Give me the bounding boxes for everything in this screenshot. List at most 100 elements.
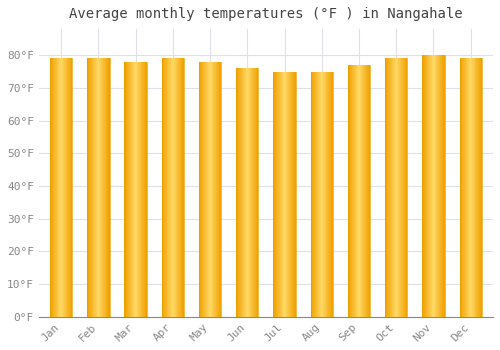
Bar: [434, 55, 435, 317]
Bar: [165, 58, 166, 317]
Bar: [99, 58, 100, 317]
Bar: [101, 58, 102, 317]
Bar: [87, 58, 88, 317]
Bar: [406, 58, 407, 317]
Bar: [208, 62, 209, 317]
Bar: [326, 71, 327, 317]
Bar: [57, 58, 58, 317]
Bar: [466, 58, 467, 317]
Bar: [431, 55, 432, 317]
Bar: [361, 65, 362, 317]
Bar: [95, 58, 96, 317]
Bar: [425, 55, 426, 317]
Bar: [363, 65, 364, 317]
Bar: [327, 71, 328, 317]
Bar: [127, 62, 128, 317]
Bar: [130, 62, 131, 317]
Bar: [59, 58, 60, 317]
Bar: [280, 71, 281, 317]
Bar: [100, 58, 101, 317]
Bar: [328, 71, 329, 317]
Bar: [472, 58, 473, 317]
Bar: [103, 58, 104, 317]
Bar: [399, 58, 400, 317]
Bar: [252, 68, 253, 317]
Bar: [54, 58, 55, 317]
Bar: [143, 62, 144, 317]
Bar: [134, 62, 135, 317]
Bar: [354, 65, 355, 317]
Bar: [288, 71, 289, 317]
Bar: [428, 55, 429, 317]
Bar: [405, 58, 406, 317]
Bar: [176, 58, 177, 317]
Bar: [275, 71, 276, 317]
Bar: [56, 58, 57, 317]
Bar: [146, 62, 147, 317]
Bar: [174, 58, 175, 317]
Bar: [55, 58, 56, 317]
Bar: [238, 68, 239, 317]
Bar: [106, 58, 107, 317]
Bar: [424, 55, 425, 317]
Bar: [479, 58, 480, 317]
Bar: [278, 71, 279, 317]
Bar: [355, 65, 356, 317]
Bar: [385, 58, 386, 317]
Bar: [93, 58, 94, 317]
Bar: [163, 58, 164, 317]
Bar: [239, 68, 240, 317]
Bar: [168, 58, 169, 317]
Bar: [131, 62, 132, 317]
Bar: [440, 55, 442, 317]
Bar: [202, 62, 203, 317]
Bar: [172, 58, 173, 317]
Bar: [255, 68, 256, 317]
Bar: [291, 71, 292, 317]
Bar: [206, 62, 208, 317]
Bar: [90, 58, 91, 317]
Bar: [250, 68, 251, 317]
Bar: [349, 65, 350, 317]
Bar: [473, 58, 474, 317]
Bar: [162, 58, 163, 317]
Bar: [400, 58, 402, 317]
Bar: [199, 62, 200, 317]
Bar: [397, 58, 398, 317]
Bar: [166, 58, 168, 317]
Bar: [201, 62, 202, 317]
Bar: [136, 62, 138, 317]
Bar: [316, 71, 317, 317]
Bar: [68, 58, 69, 317]
Bar: [128, 62, 129, 317]
Bar: [393, 58, 394, 317]
Bar: [211, 62, 212, 317]
Bar: [369, 65, 370, 317]
Bar: [94, 58, 95, 317]
Bar: [290, 71, 291, 317]
Bar: [91, 58, 92, 317]
Bar: [175, 58, 176, 317]
Bar: [478, 58, 479, 317]
Bar: [469, 58, 470, 317]
Bar: [140, 62, 141, 317]
Bar: [364, 65, 365, 317]
Bar: [394, 58, 395, 317]
Bar: [276, 71, 278, 317]
Bar: [474, 58, 475, 317]
Bar: [362, 65, 363, 317]
Bar: [104, 58, 105, 317]
Bar: [462, 58, 463, 317]
Bar: [181, 58, 182, 317]
Bar: [460, 58, 461, 317]
Bar: [246, 68, 247, 317]
Bar: [353, 65, 354, 317]
Bar: [173, 58, 174, 317]
Bar: [323, 71, 324, 317]
Bar: [390, 58, 391, 317]
Bar: [124, 62, 125, 317]
Bar: [443, 55, 444, 317]
Bar: [254, 68, 255, 317]
Bar: [63, 58, 64, 317]
Bar: [253, 68, 254, 317]
